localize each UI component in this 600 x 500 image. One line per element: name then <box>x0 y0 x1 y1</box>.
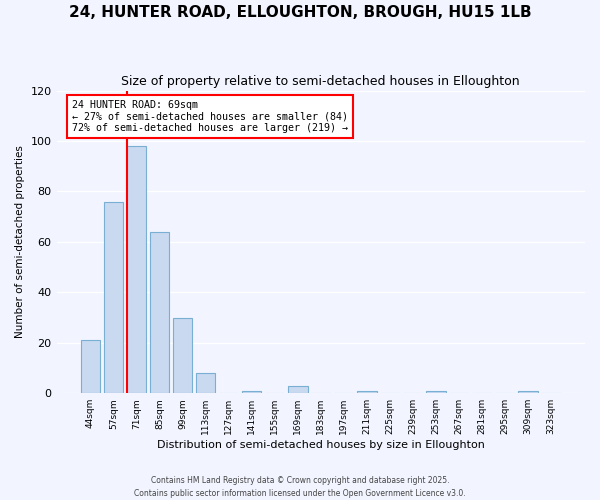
Bar <box>288 386 308 393</box>
Bar <box>127 146 146 393</box>
Y-axis label: Number of semi-detached properties: Number of semi-detached properties <box>15 146 25 338</box>
X-axis label: Distribution of semi-detached houses by size in Elloughton: Distribution of semi-detached houses by … <box>157 440 485 450</box>
Bar <box>104 202 123 393</box>
Bar <box>80 340 100 393</box>
Bar <box>426 390 446 393</box>
Bar <box>173 318 193 393</box>
Text: 24, HUNTER ROAD, ELLOUGHTON, BROUGH, HU15 1LB: 24, HUNTER ROAD, ELLOUGHTON, BROUGH, HU1… <box>68 5 532 20</box>
Bar <box>518 390 538 393</box>
Bar <box>149 232 169 393</box>
Title: Size of property relative to semi-detached houses in Elloughton: Size of property relative to semi-detach… <box>121 75 520 88</box>
Text: Contains HM Land Registry data © Crown copyright and database right 2025.
Contai: Contains HM Land Registry data © Crown c… <box>134 476 466 498</box>
Bar <box>357 390 377 393</box>
Bar <box>196 373 215 393</box>
Text: 24 HUNTER ROAD: 69sqm
← 27% of semi-detached houses are smaller (84)
72% of semi: 24 HUNTER ROAD: 69sqm ← 27% of semi-deta… <box>73 100 349 133</box>
Bar <box>242 390 262 393</box>
